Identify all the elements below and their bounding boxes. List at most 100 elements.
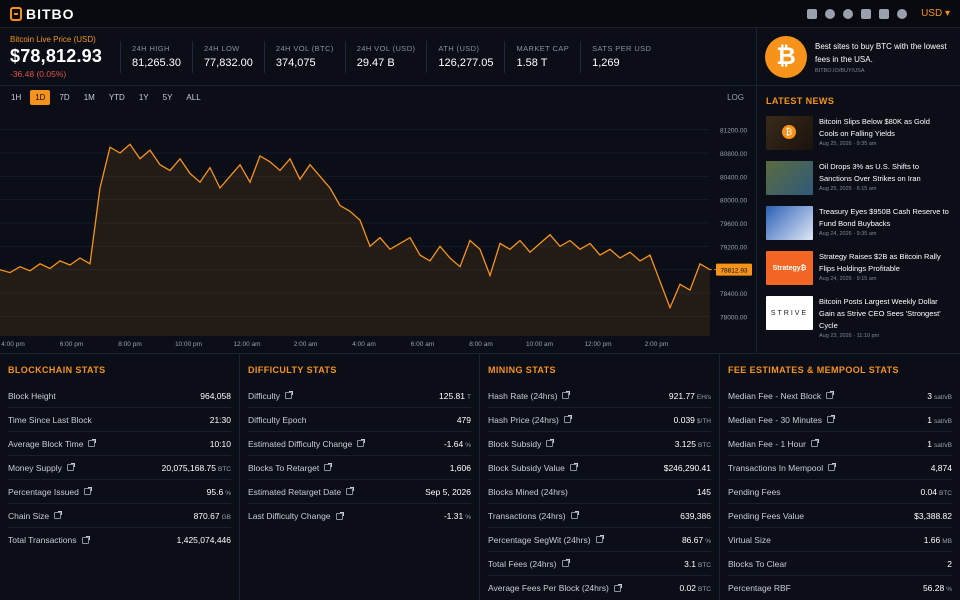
row-label[interactable]: Average Fees Per Block (24hrs) — [488, 583, 609, 593]
external-link-icon[interactable] — [810, 439, 819, 447]
stats-panel: MINING STATS Hash Rate (24hrs) 921.77 EH/s H… — [480, 354, 720, 600]
news-title[interactable]: Oil Drops 3% as U.S. Shifts to Sanctions… — [819, 162, 921, 183]
stat-row: Percentage SegWit (24hrs) 86.67% — [488, 528, 711, 552]
stat-4: ATH (USD) 126,277.05 — [426, 40, 504, 73]
row-label[interactable]: Estimated Retarget Date — [248, 486, 342, 497]
external-link-icon[interactable] — [88, 439, 97, 447]
price-chart[interactable]: 81200.00 80800.00 80400.00 80000.00 79600.00… — [0, 108, 757, 353]
row-value-text: 4,874 — [930, 462, 952, 473]
range-1h-button[interactable]: 1H — [11, 92, 22, 102]
external-link-icon[interactable] — [570, 511, 579, 519]
row-label[interactable]: Median Fee - Next Block — [728, 390, 822, 401]
external-link-icon[interactable] — [54, 511, 63, 519]
external-link-icon[interactable] — [357, 439, 366, 447]
external-link-icon[interactable] — [826, 391, 835, 399]
stat-row: Difficulty 125.81 T — [248, 384, 471, 408]
range-all-button[interactable]: ALL — [186, 92, 201, 102]
row-value-text: 1,425,074,446 — [176, 535, 231, 545]
stat-row: Pending Fees 0.04 BTC — [728, 480, 952, 504]
promo-card[interactable]: ₿ Best sites to buy BTC with the lowest … — [757, 28, 960, 86]
stats-panel: DIFFICULTY STATS Difficulty 125.81 T Difficu… — [240, 354, 480, 600]
range-5y-button[interactable]: 5Y — [162, 92, 173, 102]
gear-icon[interactable] — [897, 8, 908, 19]
external-link-icon[interactable] — [83, 487, 92, 495]
external-link-icon[interactable] — [595, 535, 604, 543]
range-1y-button[interactable]: 1Y — [138, 92, 149, 102]
external-link-icon[interactable] — [562, 391, 571, 399]
bitcoin-logo-icon: ₿ — [765, 35, 807, 78]
row-label: Blocks Mined (24hrs) — [488, 486, 568, 497]
row-value: 0.039 $/TH — [674, 415, 711, 425]
row-label[interactable]: Transactions In Mempool — [728, 462, 824, 473]
external-link-icon[interactable] — [324, 463, 333, 471]
row-label[interactable]: Block Subsidy Value — [488, 462, 565, 473]
external-link-icon[interactable] — [828, 463, 837, 471]
external-link-icon[interactable] — [827, 415, 836, 423]
news-title[interactable]: Strategy Raises $2B as Bitcoin Rally Fli… — [819, 252, 941, 273]
news-thumbnail — [766, 116, 813, 150]
news-item[interactable]: Oil Drops 3% as U.S. Shifts to Sanctions… — [757, 157, 960, 202]
row-label[interactable]: Average Block Time — [8, 438, 84, 449]
row-label[interactable]: Median Fee - 1 Hour — [728, 438, 806, 449]
range-selector: 1H 1D 7D 1M YTD 1Y 5Y ALL LOG — [0, 86, 756, 108]
link-icon[interactable] — [843, 8, 854, 19]
row-unit: BTC — [698, 441, 711, 449]
row-label[interactable]: Money Supply — [8, 462, 62, 473]
external-link-icon[interactable] — [613, 583, 622, 592]
news-item[interactable]: STRIVE Bitcoin Posts Largest Weekly Dolla… — [757, 292, 960, 339]
external-link-icon[interactable] — [335, 511, 344, 520]
range-ytd-button[interactable]: YTD — [108, 92, 125, 102]
row-label[interactable]: Last Difficulty Change — [248, 511, 331, 521]
row-label[interactable]: Difficulty — [248, 390, 280, 401]
price-line — [0, 143, 711, 310]
news-title[interactable]: Bitcoin Posts Largest Weekly Dollar Gain… — [819, 297, 941, 330]
row-label[interactable]: Block Subsidy — [488, 438, 542, 449]
row-label[interactable]: Blocks To Retarget — [248, 462, 320, 473]
external-link-icon[interactable] — [569, 463, 578, 471]
range-1d-button[interactable]: 1D — [30, 89, 51, 105]
calculator-icon[interactable] — [807, 8, 818, 19]
external-link-icon[interactable] — [561, 559, 570, 567]
row-label[interactable]: Total Fees (24hrs) — [488, 558, 557, 569]
external-link-icon[interactable] — [546, 439, 555, 447]
external-link-icon[interactable] — [284, 391, 293, 399]
wrench-icon[interactable] — [861, 8, 872, 19]
row-label[interactable]: Hash Price (24hrs) — [488, 414, 559, 425]
news-item[interactable]: Bitcoin Slips Below $80K as Gold Cools o… — [757, 112, 960, 157]
stat-row: Block Height 964,058 — [8, 384, 231, 408]
range-1m-button[interactable]: 1M — [83, 92, 95, 102]
x-tick-label: 12:00 pm — [584, 341, 611, 348]
external-link-icon[interactable] — [81, 535, 90, 544]
row-value-text: 56.28 — [922, 583, 945, 593]
row-label[interactable]: Chain Size — [8, 510, 50, 521]
row-label[interactable]: Hash Rate (24hrs) — [488, 390, 558, 401]
news-title[interactable]: Treasury Eyes $950B Cash Reserve to Fund… — [819, 207, 949, 228]
range-7d-button[interactable]: 7D — [59, 92, 70, 102]
external-link-icon[interactable] — [66, 463, 75, 471]
row-value-text: 2 — [947, 558, 952, 569]
info-icon[interactable] — [825, 8, 836, 19]
logo[interactable]: BITBO — [10, 6, 75, 22]
news-title[interactable]: Bitcoin Slips Below $80K as Gold Cools o… — [819, 117, 930, 138]
currency-select[interactable]: USD ▾ — [921, 8, 950, 19]
external-link-icon[interactable] — [346, 487, 355, 495]
row-label[interactable]: Estimated Difficulty Change — [248, 438, 353, 449]
row-value: 4,874 — [931, 463, 952, 473]
stat-row: Difficulty Epoch 479 — [248, 408, 471, 432]
news-item[interactable]: Strategy₿ Strategy Raises $2B as Bitcoin … — [757, 247, 960, 292]
log-toggle[interactable]: LOG — [727, 92, 744, 102]
row-label[interactable]: Percentage SegWit (24hrs) — [488, 534, 591, 545]
row-label[interactable]: Percentage Issued — [8, 486, 79, 497]
stat-row: Average Block Time 10:10 — [8, 432, 231, 456]
stat-row: Time Since Last Block 21:30 — [8, 408, 231, 432]
row-label[interactable]: Median Fee - 30 Minutes — [728, 414, 823, 425]
row-value-text: 870.67 — [193, 510, 220, 521]
chart-icon[interactable] — [879, 8, 890, 19]
news-item[interactable]: Treasury Eyes $950B Cash Reserve to Fund… — [757, 202, 960, 247]
row-label[interactable]: Transactions (24hrs) — [488, 510, 566, 521]
row-label[interactable]: Total Transactions — [8, 535, 77, 545]
external-link-icon[interactable] — [563, 415, 572, 423]
row-label: Block Height — [8, 390, 56, 401]
stat-row: Percentage RBF 56.28% — [728, 576, 952, 600]
stat-row: Average Fees Per Block (24hrs) 0.02 BTC — [488, 576, 711, 600]
